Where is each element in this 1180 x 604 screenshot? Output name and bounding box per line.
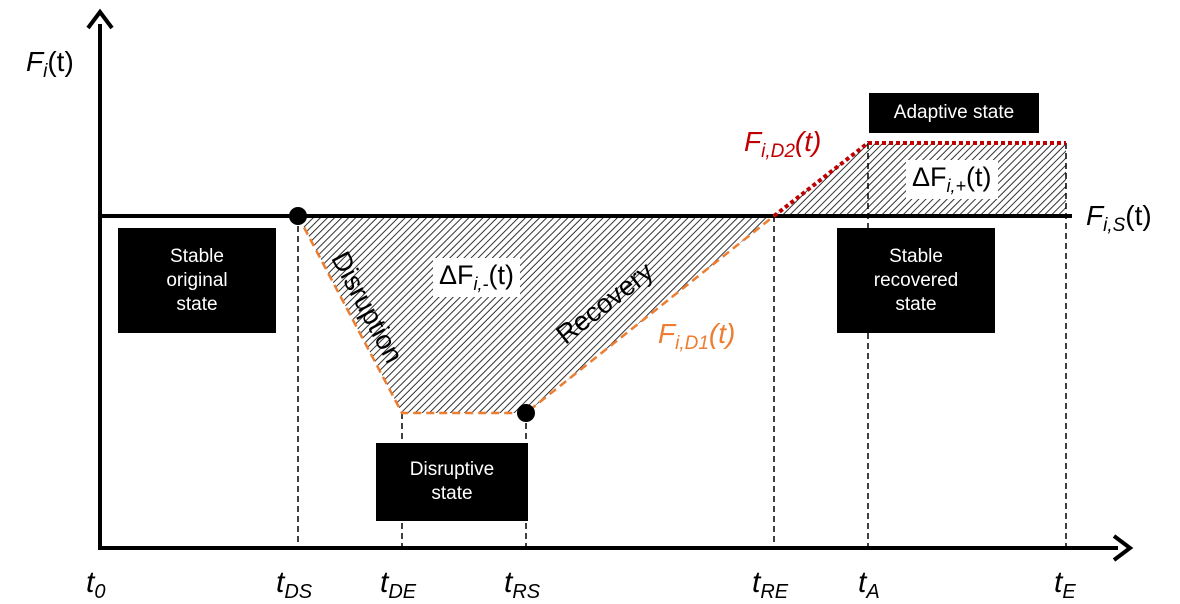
stable-line-label: Fi,S(t) (1086, 200, 1152, 236)
tick-tRS: tRS (504, 566, 541, 603)
loss-area (298, 216, 774, 413)
x-axis-arrowhead (1112, 534, 1134, 562)
tick-tA: tA (858, 566, 880, 603)
y-axis-arrowhead (86, 8, 114, 30)
tick-tDS: tDS (276, 566, 313, 603)
curve-d1 (296, 215, 775, 415)
tick-t0: t0 (86, 566, 106, 603)
curve-d2-label: Fi,D2(t) (744, 126, 822, 162)
tick-tE: tE (1054, 566, 1076, 603)
recovery-start-point (517, 404, 535, 422)
stable-recovered-state-box: Stable recovered state (837, 228, 995, 333)
y-axis-label: Fi(t) (26, 46, 74, 82)
reference-lines (297, 143, 1067, 548)
tick-tDE: tDE (380, 566, 417, 603)
gain-area-label: ΔFi,+(t) (906, 160, 998, 199)
adaptive-state-box: Adaptive state (869, 93, 1039, 133)
stable-original-state-box: Stable original state (118, 228, 276, 333)
curve-d2 (772, 141, 1066, 218)
loss-area-label: ΔFi,-(t) (433, 258, 521, 297)
disruptive-state-box: Disruptive state (376, 443, 528, 521)
tick-tRE: tRE (752, 566, 789, 603)
curve-d1-label: Fi,D1(t) (658, 318, 736, 354)
disruption-start-point (289, 207, 307, 225)
